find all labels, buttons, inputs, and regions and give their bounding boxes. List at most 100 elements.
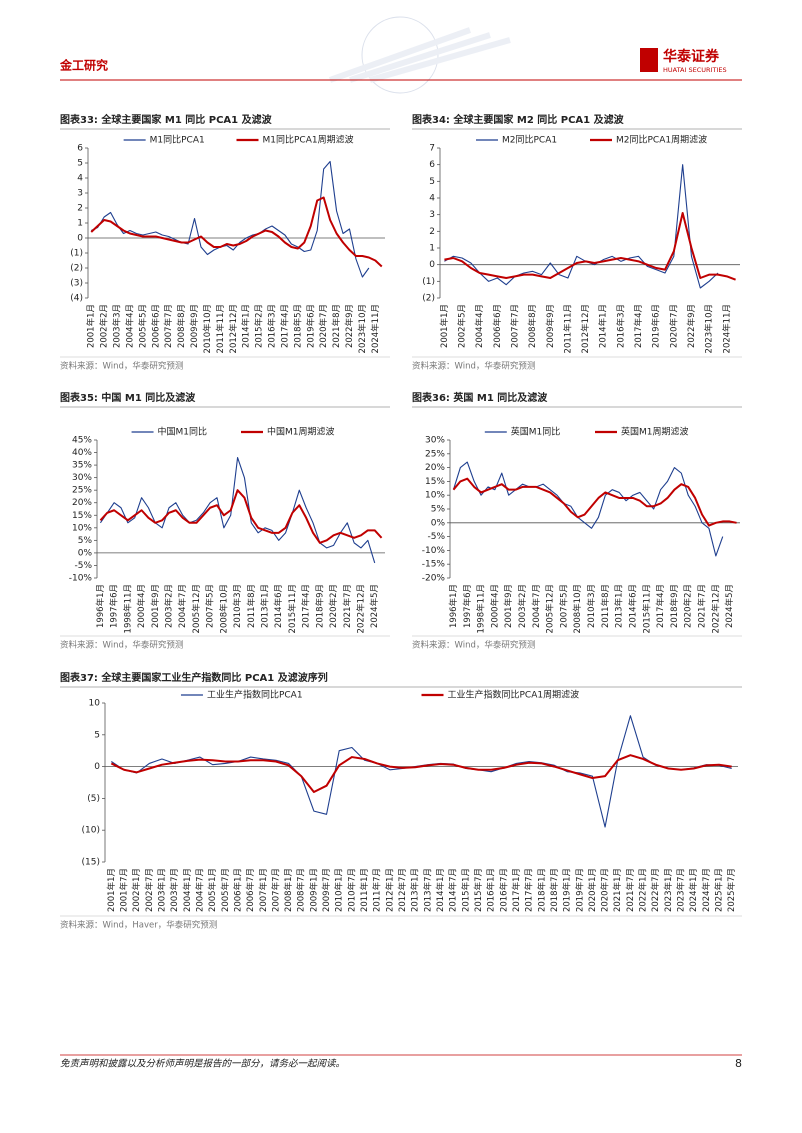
y-tick-label: 10% [72, 523, 92, 533]
chart-title: 图表35: 中国 M1 同比及滤波 [60, 391, 196, 404]
source-note: 资料来源：Wind，Haver，华泰研究预测 [60, 920, 217, 931]
chart-title: 图表36: 英国 M1 同比及滤波 [412, 391, 548, 404]
y-tick-label: 3 [77, 189, 83, 199]
y-tick-label: 5% [78, 536, 93, 546]
legend-label: M2同比PCA1周期滤波 [616, 134, 707, 146]
y-tick-label: -10% [422, 546, 446, 556]
x-tick-label: 2001年1月 [439, 304, 450, 348]
x-tick-label: 2007年7月 [510, 304, 521, 348]
source-note: 资料来源：Wind，华泰研究预测 [60, 361, 183, 372]
x-tick-label: 2021年7月 [697, 584, 708, 628]
x-tick-label: 2009年7月 [321, 868, 332, 912]
x-tick-label: 2017年4月 [633, 304, 644, 348]
x-tick-label: 2022年12月 [356, 584, 367, 633]
x-tick-label: 2025年1月 [714, 868, 725, 912]
x-tick-label: 2010年3月 [586, 584, 597, 628]
x-tick-label: 2021年8月 [331, 304, 342, 348]
x-tick-label: 2024年7月 [701, 868, 712, 912]
x-tick-label: 2018年9月 [314, 584, 325, 628]
x-tick-label: 2008年8月 [176, 304, 187, 348]
x-tick-label: 2017年4月 [301, 584, 312, 628]
y-tick-label: 0 [94, 762, 100, 772]
x-tick-label: 2005年12月 [191, 584, 202, 633]
x-tick-label: 2007年1月 [258, 868, 269, 912]
x-tick-label: 2012年7月 [397, 868, 408, 912]
x-tick-label: 2018年1月 [536, 868, 547, 912]
y-tick-label: -5% [427, 532, 445, 542]
x-tick-label: 2017年7月 [524, 868, 535, 912]
brand-name-en: HUATAI SECURITIES [663, 66, 727, 74]
x-tick-label: 2016年7月 [498, 868, 509, 912]
series-line [90, 160, 370, 278]
legend-label: M2同比PCA1 [502, 134, 557, 146]
x-tick-label: 2023年1月 [663, 868, 674, 912]
y-tick-label: 0 [77, 234, 83, 244]
x-tick-label: 2007年5月 [205, 584, 216, 628]
x-tick-label: 2008年7月 [296, 868, 307, 912]
y-tick-label: (1) [422, 277, 435, 287]
x-tick-label: 2003年2月 [164, 584, 175, 628]
y-tick-label: -5% [74, 561, 92, 571]
x-tick-label: 2005年5月 [137, 304, 148, 348]
x-tick-label: 2002年2月 [99, 304, 110, 348]
y-tick-label: 25% [425, 449, 445, 459]
x-tick-label: 2017年4月 [279, 304, 290, 348]
x-tick-label: 2001年9月 [150, 584, 161, 628]
series-line [452, 461, 724, 557]
x-tick-label: 1997年6月 [462, 584, 473, 628]
y-tick-label: 7 [429, 144, 435, 154]
y-tick-label: 4 [77, 174, 83, 184]
y-tick-label: 15% [425, 477, 445, 487]
series-line [444, 164, 719, 289]
x-tick-label: 2003年3月 [112, 304, 123, 348]
y-tick-label: (5) [87, 794, 100, 804]
x-tick-label: 2004年7月 [177, 584, 188, 628]
y-tick-label: -10% [69, 574, 93, 584]
x-tick-label: 2001年9月 [503, 584, 514, 628]
y-tick-label: (10) [82, 826, 100, 836]
x-tick-label: 2007年7月 [163, 304, 174, 348]
y-tick-label: 0% [431, 518, 446, 528]
x-tick-label: 2008年10月 [218, 584, 229, 633]
y-tick-label: (15) [82, 858, 100, 868]
x-tick-label: 2020年2月 [328, 584, 339, 628]
x-tick-label: 2024年11月 [721, 304, 732, 353]
legend-label: 英国M1周期滤波 [621, 426, 689, 438]
x-tick-label: 2024年5月 [724, 584, 735, 628]
x-tick-label: 2014年1月 [435, 868, 446, 912]
x-tick-label: 2012年12月 [228, 304, 239, 353]
y-tick-label: 40% [72, 448, 92, 458]
y-tick-label: (2) [422, 294, 435, 304]
x-tick-label: 2006年1月 [232, 868, 243, 912]
x-tick-label: 2009年1月 [308, 868, 319, 912]
series-line [99, 489, 383, 544]
y-tick-label: 30% [72, 473, 92, 483]
y-tick-label: 3 [429, 210, 435, 220]
y-tick-label: 5% [431, 505, 446, 515]
legend-label: 英国M1同比 [511, 426, 561, 438]
x-tick-label: 2011年11月 [562, 304, 573, 353]
y-tick-label: 5 [94, 730, 100, 740]
y-tick-label: 0% [78, 548, 93, 558]
y-tick-label: 5 [429, 177, 435, 187]
x-tick-label: 2003年2月 [517, 584, 528, 628]
y-tick-label: (4) [70, 294, 83, 304]
x-tick-label: 2023年7月 [676, 868, 687, 912]
series-line [111, 715, 732, 828]
y-tick-label: 2 [429, 227, 435, 237]
x-tick-label: 2024年11月 [370, 304, 381, 353]
x-tick-label: 2000年4月 [136, 584, 147, 628]
x-tick-label: 1996年1月 [95, 584, 106, 628]
x-tick-label: 2013年1月 [260, 584, 271, 628]
x-tick-label: 2012年12月 [580, 304, 591, 353]
legend-label: 中国M1周期滤波 [267, 426, 335, 438]
x-tick-label: 1998年11月 [122, 584, 133, 633]
x-tick-label: 2002年1月 [131, 868, 142, 912]
y-tick-label: 6 [429, 160, 435, 170]
x-tick-label: 2021年7月 [342, 584, 353, 628]
legend-label: M1同比PCA1周期滤波 [263, 134, 354, 146]
y-tick-label: 5 [77, 159, 83, 169]
chart-title: 图表33: 全球主要国家 M1 同比 PCA1 及滤波 [60, 113, 273, 126]
x-tick-label: 2011年8月 [600, 584, 611, 628]
x-tick-label: 2008年10月 [572, 584, 583, 633]
